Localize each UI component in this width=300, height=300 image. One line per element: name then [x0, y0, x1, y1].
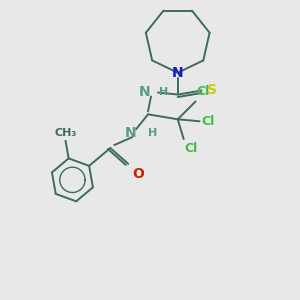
- Text: H: H: [159, 86, 168, 97]
- Text: Cl: Cl: [185, 142, 198, 155]
- Text: Cl: Cl: [202, 115, 215, 128]
- Text: N: N: [138, 85, 150, 98]
- Text: CH₃: CH₃: [54, 128, 77, 138]
- Text: S: S: [208, 82, 218, 97]
- Text: N: N: [124, 126, 136, 140]
- Text: O: O: [132, 167, 144, 181]
- Text: Cl: Cl: [196, 85, 210, 98]
- Text: H: H: [148, 128, 157, 138]
- Text: N: N: [172, 66, 184, 80]
